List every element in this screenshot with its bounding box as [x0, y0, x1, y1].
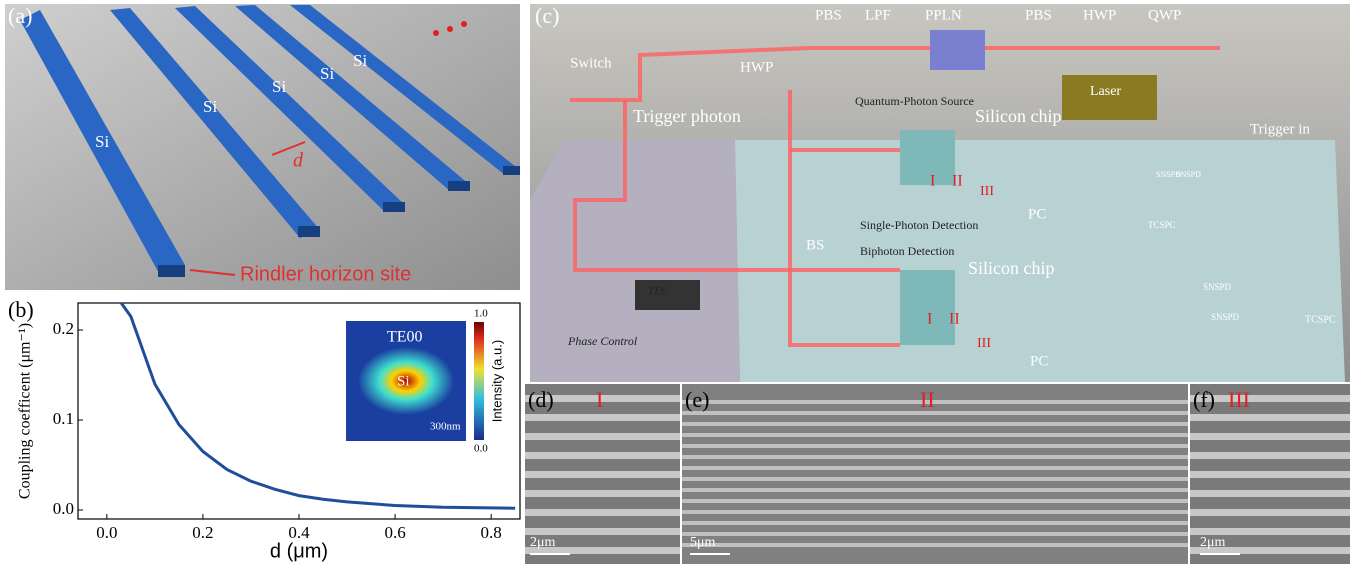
section-label: III: [1228, 387, 1250, 412]
sem-stripe: [525, 414, 680, 421]
si-label: Si: [203, 97, 217, 116]
sem-stripe: [682, 510, 1188, 514]
colorbar-label: Intensity (a.u.): [489, 340, 504, 422]
sem-stripe: [682, 488, 1188, 492]
sem-stripe: [1190, 452, 1350, 459]
y-tick-label: 0.1: [53, 409, 74, 428]
scale-label: 2μm: [530, 535, 556, 550]
setup-label: HWP: [740, 59, 773, 75]
setup-label: II: [949, 311, 960, 328]
sem-stripe: [525, 471, 680, 478]
panel-label: (d): [528, 387, 554, 412]
setup-label: Phase Control: [567, 334, 638, 348]
sem-stripe: [1190, 433, 1350, 440]
setup-label: Laser: [1090, 84, 1121, 99]
gap-label: d: [293, 150, 304, 172]
inset-scale-label: 300nm: [430, 421, 461, 433]
y-tick-label: 0.0: [53, 499, 74, 518]
colorbar-max: 1.0: [474, 308, 488, 320]
setup-label: PPLN: [925, 7, 962, 23]
sem-stripe: [682, 466, 1188, 470]
sem-stripe: [682, 433, 1188, 437]
x-tick-label: 0.6: [384, 523, 405, 542]
setup-label: SNSPD: [1211, 312, 1240, 322]
sem-stripe: [682, 499, 1188, 503]
si-label: Si: [95, 132, 109, 151]
setup-label: I: [927, 311, 932, 328]
figure: (a) Si Si Si Si Si d Rindler horizon site (c) PBS…: [0, 0, 1350, 564]
sem-stripe: [682, 400, 1188, 404]
scale-label: 2μm: [1200, 535, 1226, 550]
setup-label: PC: [1028, 206, 1046, 222]
sem-stripe: [1190, 490, 1350, 497]
panel-label: (a): [8, 3, 32, 28]
colorbar-min: 0.0: [474, 443, 488, 455]
setup-label: TCSPC: [1305, 314, 1336, 325]
colorbar: [474, 322, 484, 440]
setup-label: TCSPC: [1148, 220, 1176, 230]
inset-core-label: Si: [397, 373, 410, 389]
sem-stripe: [525, 528, 680, 535]
setup-label: PBS: [1025, 7, 1052, 23]
sem-stripe: [682, 422, 1188, 426]
setup-label: HWP: [1083, 7, 1116, 23]
setup-label: Switch: [570, 55, 612, 71]
x-tick-label: 0.8: [481, 523, 502, 542]
panel-label: (c): [535, 3, 559, 28]
x-tick-label: 0.4: [288, 523, 310, 542]
section-label: I: [596, 387, 603, 412]
sem-stripe: [1190, 414, 1350, 421]
y-axis-label: Coupling coefficent (μm⁻¹): [17, 323, 34, 499]
sem-stripe: [525, 452, 680, 459]
setup-label: Trigger photon: [633, 106, 741, 126]
sem-stripe: [1190, 509, 1350, 516]
annotation: Rindler horizon site: [240, 263, 411, 285]
si-label: Si: [353, 51, 367, 70]
setup-label: III: [980, 184, 994, 199]
panel-label: (f): [1193, 387, 1215, 412]
setup-label: Silicon chip: [968, 258, 1055, 278]
setup-label: SNSPD: [1203, 282, 1232, 292]
panel-a-bg: [5, 4, 520, 290]
sem-stripe: [682, 477, 1188, 481]
setup-label: QWP: [1148, 7, 1181, 23]
x-tick-label: 0.0: [96, 523, 117, 542]
si-label: Si: [272, 77, 286, 96]
sem-stripe: [682, 521, 1188, 525]
sem-stripe: [682, 543, 1188, 547]
panel-label: (e): [685, 387, 709, 412]
x-axis-label: d (μm): [270, 540, 328, 562]
sem-stripe: [682, 455, 1188, 459]
sem-stripe: [525, 509, 680, 516]
sem-stripe: [682, 411, 1188, 415]
sem-stripe: [1190, 528, 1350, 535]
sem-stripe: [525, 490, 680, 497]
setup-label: Quantum-Photon Source: [855, 94, 974, 108]
setup-label: I: [930, 173, 935, 190]
setup-label: II: [952, 173, 963, 190]
sem-stripe: [682, 444, 1188, 448]
setup-label: PC: [1030, 353, 1048, 369]
panel-label: (b): [8, 297, 34, 322]
x-tick-label: 0.2: [192, 523, 213, 542]
setup-label: BS: [806, 237, 824, 253]
setup-label: LPF: [865, 7, 891, 23]
y-tick-label: 0.2: [53, 319, 74, 338]
section-label: II: [920, 387, 935, 412]
setup-label: SNSPD: [1176, 170, 1201, 179]
setup-label: Trigger in: [1250, 121, 1310, 137]
setup-label: Single-Photon Detection: [860, 218, 978, 232]
setup-label: TEC: [648, 286, 669, 298]
sem-stripe: [682, 532, 1188, 536]
setup-label: Biphoton Detection: [860, 244, 954, 258]
sem-stripe: [1190, 471, 1350, 478]
inset-mode-label: TE00: [387, 329, 423, 346]
setup-label: III: [977, 336, 991, 351]
setup-label: Silicon chip: [975, 106, 1062, 126]
sem-stripe: [525, 433, 680, 440]
scale-label: 5μm: [690, 535, 716, 550]
setup-label: PBS: [815, 7, 842, 23]
si-label: Si: [320, 64, 334, 83]
